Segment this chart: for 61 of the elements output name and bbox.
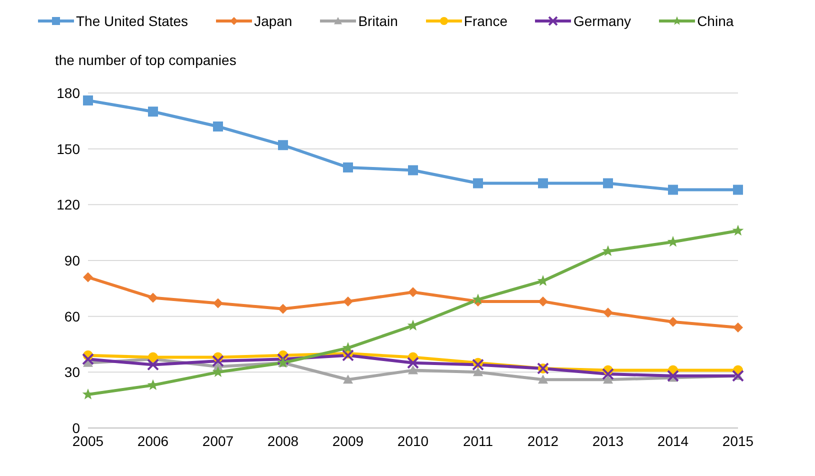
point <box>148 292 158 303</box>
x-tick-label: 2009 <box>332 432 364 449</box>
point <box>343 296 353 306</box>
y-tick-label: 120 <box>56 196 80 213</box>
point <box>342 349 354 362</box>
y-axis-title: the number of top companies <box>55 52 236 68</box>
y-tick-label: 150 <box>56 140 80 157</box>
x-tick-label: 2006 <box>137 432 169 449</box>
point <box>472 358 484 371</box>
point <box>82 353 94 366</box>
point <box>668 316 678 327</box>
point <box>83 272 93 282</box>
point <box>147 358 159 371</box>
point <box>278 304 288 314</box>
x-tick-label: 2012 <box>527 432 559 449</box>
point <box>668 184 678 195</box>
point <box>473 367 483 376</box>
point <box>213 122 223 132</box>
point <box>212 355 224 367</box>
point <box>733 322 743 332</box>
point <box>538 178 548 188</box>
legend-label: France <box>464 13 508 29</box>
point <box>603 374 613 384</box>
point <box>602 368 614 380</box>
x-tick-label: 2008 <box>267 432 299 449</box>
y-tick-label: 180 <box>56 84 80 101</box>
point <box>473 178 483 188</box>
point <box>407 356 419 369</box>
point <box>343 162 353 172</box>
x-tick-label: 2015 <box>722 432 754 449</box>
point <box>602 245 614 256</box>
y-tick-label: 60 <box>64 308 80 324</box>
legend-label: Germany <box>573 13 632 29</box>
point <box>603 178 613 188</box>
point <box>408 165 418 176</box>
point <box>148 106 158 117</box>
legend-label: Japan <box>254 13 292 29</box>
point <box>277 353 289 366</box>
point <box>408 287 418 298</box>
x-tick-label: 2010 <box>397 432 429 449</box>
y-tick-label: 30 <box>64 364 80 380</box>
point <box>538 296 548 306</box>
point <box>408 365 418 374</box>
point <box>732 224 744 236</box>
point <box>343 374 353 384</box>
x-tick-label: 2007 <box>202 432 234 449</box>
y-tick-label: 90 <box>64 252 80 268</box>
legend-label: Britain <box>358 13 398 29</box>
point <box>83 95 93 106</box>
point <box>603 308 613 318</box>
legend-label: The United States <box>76 13 188 29</box>
point <box>278 140 288 150</box>
point <box>212 366 224 378</box>
point <box>538 374 548 384</box>
x-tick-label: 2013 <box>592 432 624 449</box>
point <box>733 184 743 195</box>
legend-label: China <box>697 13 734 29</box>
x-tick-label: 2011 <box>462 432 494 449</box>
x-tick-label: 2014 <box>657 432 689 449</box>
point <box>667 370 679 382</box>
point <box>213 298 223 308</box>
